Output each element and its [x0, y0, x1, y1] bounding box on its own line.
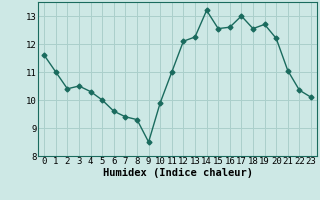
X-axis label: Humidex (Indice chaleur): Humidex (Indice chaleur) — [103, 168, 252, 178]
